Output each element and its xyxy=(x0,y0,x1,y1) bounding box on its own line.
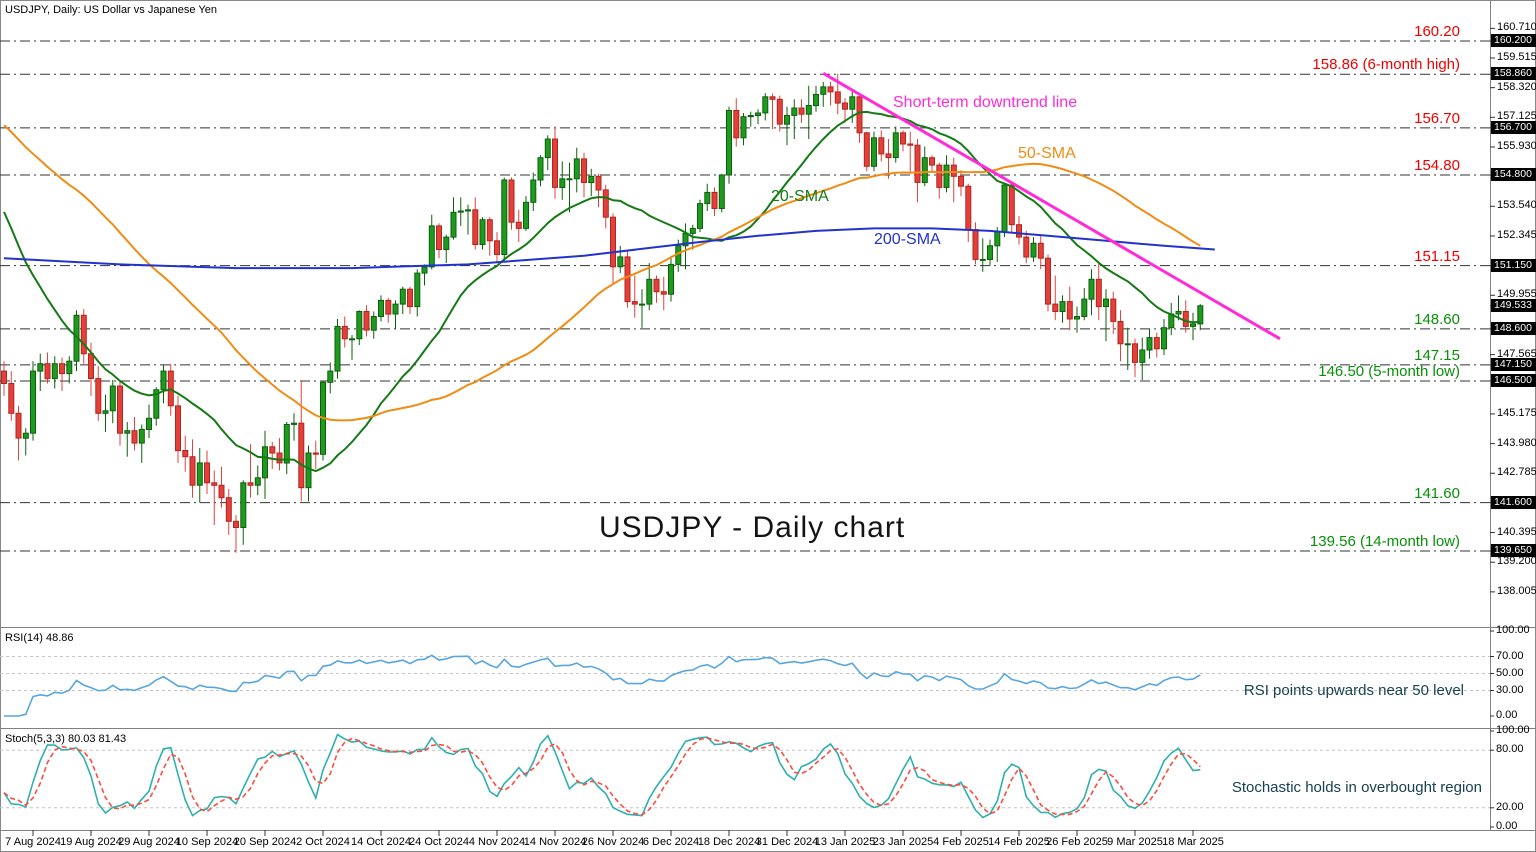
rsi-line xyxy=(4,654,1201,717)
sma200-line xyxy=(3,227,1215,270)
stoch-d-line xyxy=(3,737,1201,816)
candlestick-series xyxy=(1,74,1204,553)
sma-line xyxy=(3,124,1201,422)
downtrend-line xyxy=(822,71,1281,341)
sma-line xyxy=(3,110,1201,473)
